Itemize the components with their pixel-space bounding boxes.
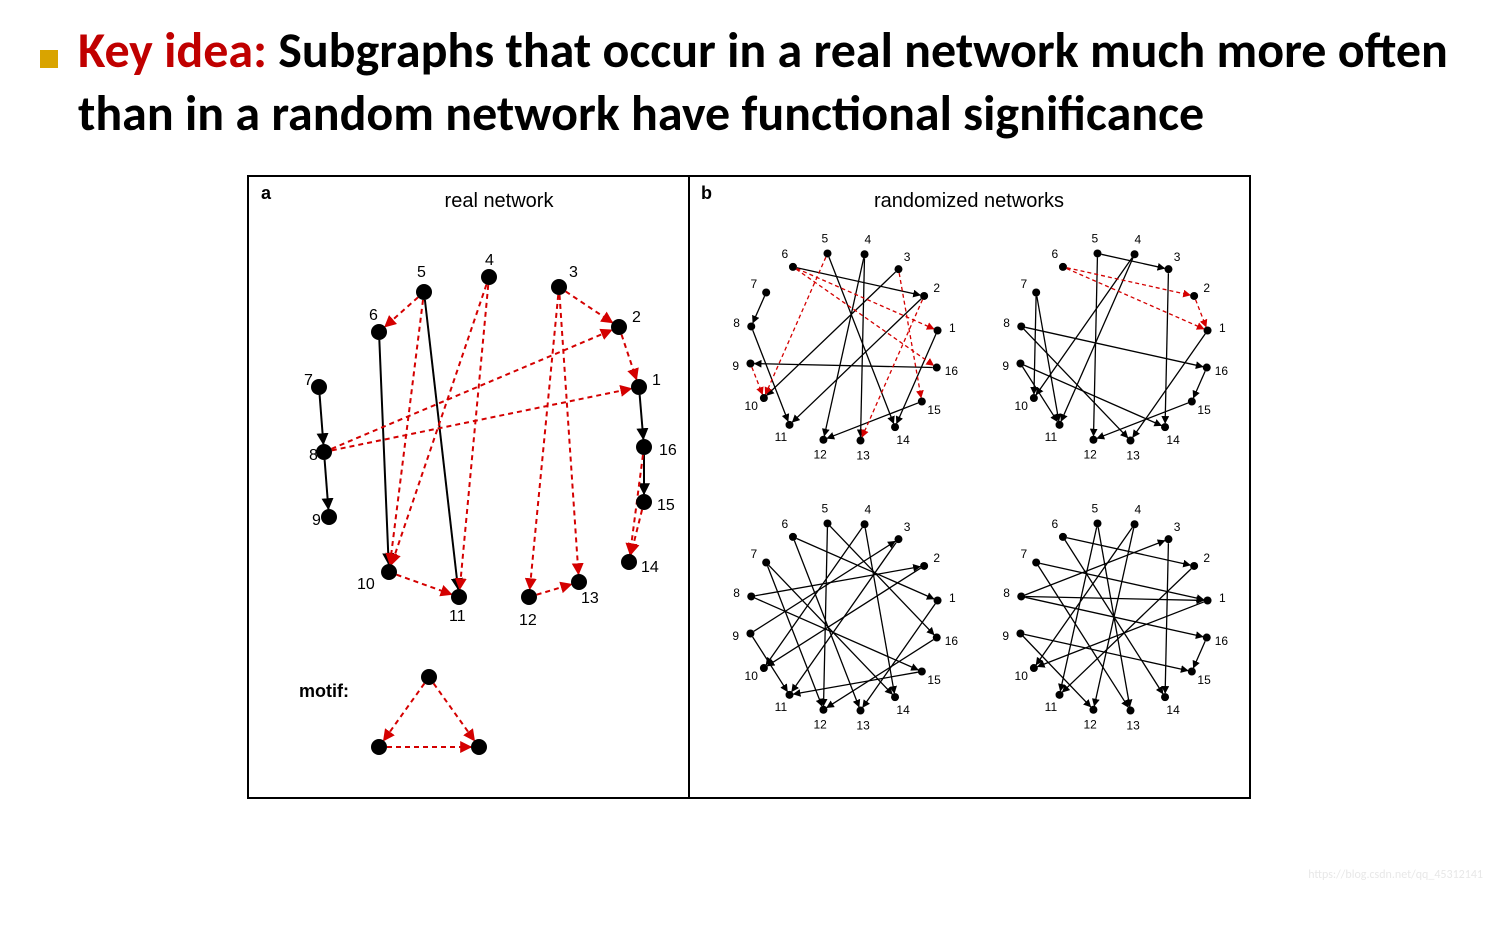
square-bullet-icon bbox=[40, 50, 58, 68]
svg-text:10: 10 bbox=[744, 399, 758, 413]
svg-text:16: 16 bbox=[944, 634, 958, 648]
slide: Key idea: Subgraphs that occur in a real… bbox=[0, 0, 1493, 799]
svg-text:5: 5 bbox=[417, 264, 426, 281]
svg-text:6: 6 bbox=[781, 517, 788, 531]
svg-text:6: 6 bbox=[369, 307, 378, 324]
svg-text:motif:: motif: bbox=[299, 681, 349, 701]
svg-text:2: 2 bbox=[1203, 281, 1210, 295]
svg-text:10: 10 bbox=[357, 576, 375, 593]
svg-text:7: 7 bbox=[750, 277, 757, 291]
svg-text:10: 10 bbox=[1014, 669, 1028, 683]
key-idea-label: Key idea: bbox=[78, 20, 267, 81]
svg-text:real network: real network bbox=[444, 190, 554, 212]
svg-text:2: 2 bbox=[933, 551, 940, 565]
svg-text:9: 9 bbox=[1002, 629, 1009, 643]
svg-text:9: 9 bbox=[732, 359, 739, 373]
svg-text:4: 4 bbox=[1134, 233, 1141, 247]
svg-text:11: 11 bbox=[774, 700, 787, 714]
svg-text:12: 12 bbox=[1083, 717, 1097, 731]
svg-text:7: 7 bbox=[750, 547, 757, 561]
svg-text:1: 1 bbox=[948, 321, 955, 335]
svg-text:8: 8 bbox=[1003, 586, 1010, 600]
svg-text:13: 13 bbox=[581, 590, 599, 607]
svg-text:4: 4 bbox=[485, 252, 494, 269]
panel-b-mini-2: 12345678910111213141516 bbox=[732, 502, 958, 733]
svg-text:14: 14 bbox=[641, 559, 659, 576]
svg-text:13: 13 bbox=[1126, 718, 1140, 732]
svg-text:6: 6 bbox=[1051, 247, 1058, 261]
svg-text:a: a bbox=[261, 183, 272, 203]
svg-text:6: 6 bbox=[1051, 517, 1058, 531]
figure-wrap: areal networkbrandomized networks1234567… bbox=[247, 175, 1247, 799]
bullet-row: Key idea: Subgraphs that occur in a real… bbox=[40, 20, 1453, 145]
watermark: https://blog.csdn.net/qq_45312141 bbox=[1308, 868, 1483, 882]
svg-text:8: 8 bbox=[733, 586, 740, 600]
svg-text:12: 12 bbox=[813, 717, 827, 731]
svg-text:2: 2 bbox=[632, 309, 641, 326]
svg-text:16: 16 bbox=[1214, 634, 1228, 648]
svg-text:15: 15 bbox=[927, 673, 941, 687]
svg-text:15: 15 bbox=[1197, 403, 1211, 417]
svg-text:12: 12 bbox=[519, 612, 537, 629]
svg-text:8: 8 bbox=[1003, 316, 1010, 330]
svg-text:8: 8 bbox=[733, 316, 740, 330]
panel-a-graph: 12345678910111213141516motif: bbox=[299, 252, 677, 755]
svg-text:7: 7 bbox=[1020, 277, 1027, 291]
svg-text:9: 9 bbox=[732, 629, 739, 643]
svg-text:15: 15 bbox=[927, 403, 941, 417]
svg-text:5: 5 bbox=[821, 232, 828, 246]
svg-text:4: 4 bbox=[864, 503, 871, 517]
svg-text:12: 12 bbox=[1083, 447, 1097, 461]
panel-b-mini-0: 12345678910111213141516 bbox=[732, 232, 958, 463]
svg-text:6: 6 bbox=[781, 247, 788, 261]
svg-text:15: 15 bbox=[1197, 673, 1211, 687]
svg-text:9: 9 bbox=[1002, 359, 1009, 373]
svg-text:4: 4 bbox=[1134, 503, 1141, 517]
svg-text:14: 14 bbox=[896, 703, 910, 717]
svg-text:2: 2 bbox=[1203, 551, 1210, 565]
svg-text:9: 9 bbox=[312, 512, 321, 529]
svg-text:1: 1 bbox=[652, 372, 661, 389]
svg-text:b: b bbox=[701, 183, 712, 203]
svg-text:16: 16 bbox=[659, 442, 677, 459]
svg-text:5: 5 bbox=[821, 502, 828, 516]
heading-text: Key idea: Subgraphs that occur in a real… bbox=[78, 20, 1453, 145]
svg-text:12: 12 bbox=[813, 447, 827, 461]
svg-text:11: 11 bbox=[1044, 430, 1057, 444]
svg-text:13: 13 bbox=[856, 718, 870, 732]
svg-text:4: 4 bbox=[864, 233, 871, 247]
svg-text:13: 13 bbox=[856, 448, 870, 462]
svg-text:7: 7 bbox=[304, 372, 313, 389]
svg-text:11: 11 bbox=[774, 430, 787, 444]
svg-text:randomized networks: randomized networks bbox=[873, 190, 1063, 212]
panel-b-mini-1: 12345678910111213141516 bbox=[1002, 232, 1228, 463]
svg-text:8: 8 bbox=[309, 447, 318, 464]
svg-text:5: 5 bbox=[1091, 502, 1098, 516]
svg-text:1: 1 bbox=[948, 591, 955, 605]
svg-text:11: 11 bbox=[1044, 700, 1057, 714]
svg-text:14: 14 bbox=[1166, 433, 1180, 447]
svg-text:14: 14 bbox=[1166, 703, 1180, 717]
svg-text:3: 3 bbox=[903, 250, 910, 264]
svg-text:7: 7 bbox=[1020, 547, 1027, 561]
svg-text:10: 10 bbox=[744, 669, 758, 683]
svg-text:15: 15 bbox=[657, 497, 675, 514]
svg-text:16: 16 bbox=[1214, 364, 1228, 378]
svg-text:1: 1 bbox=[1218, 321, 1225, 335]
svg-text:11: 11 bbox=[449, 608, 466, 625]
svg-text:10: 10 bbox=[1014, 399, 1028, 413]
svg-text:5: 5 bbox=[1091, 232, 1098, 246]
svg-text:3: 3 bbox=[1173, 250, 1180, 264]
svg-text:1: 1 bbox=[1218, 591, 1225, 605]
network-figure: areal networkbrandomized networks1234567… bbox=[247, 175, 1251, 799]
panel-b-mini-3: 12345678910111213141516 bbox=[1002, 502, 1228, 733]
svg-text:16: 16 bbox=[944, 364, 958, 378]
svg-text:3: 3 bbox=[569, 264, 578, 281]
heading-rest: Subgraphs that occur in a real network m… bbox=[78, 20, 1448, 144]
svg-text:3: 3 bbox=[1173, 520, 1180, 534]
svg-text:2: 2 bbox=[933, 281, 940, 295]
svg-text:14: 14 bbox=[896, 433, 910, 447]
svg-text:13: 13 bbox=[1126, 448, 1140, 462]
svg-text:3: 3 bbox=[903, 520, 910, 534]
